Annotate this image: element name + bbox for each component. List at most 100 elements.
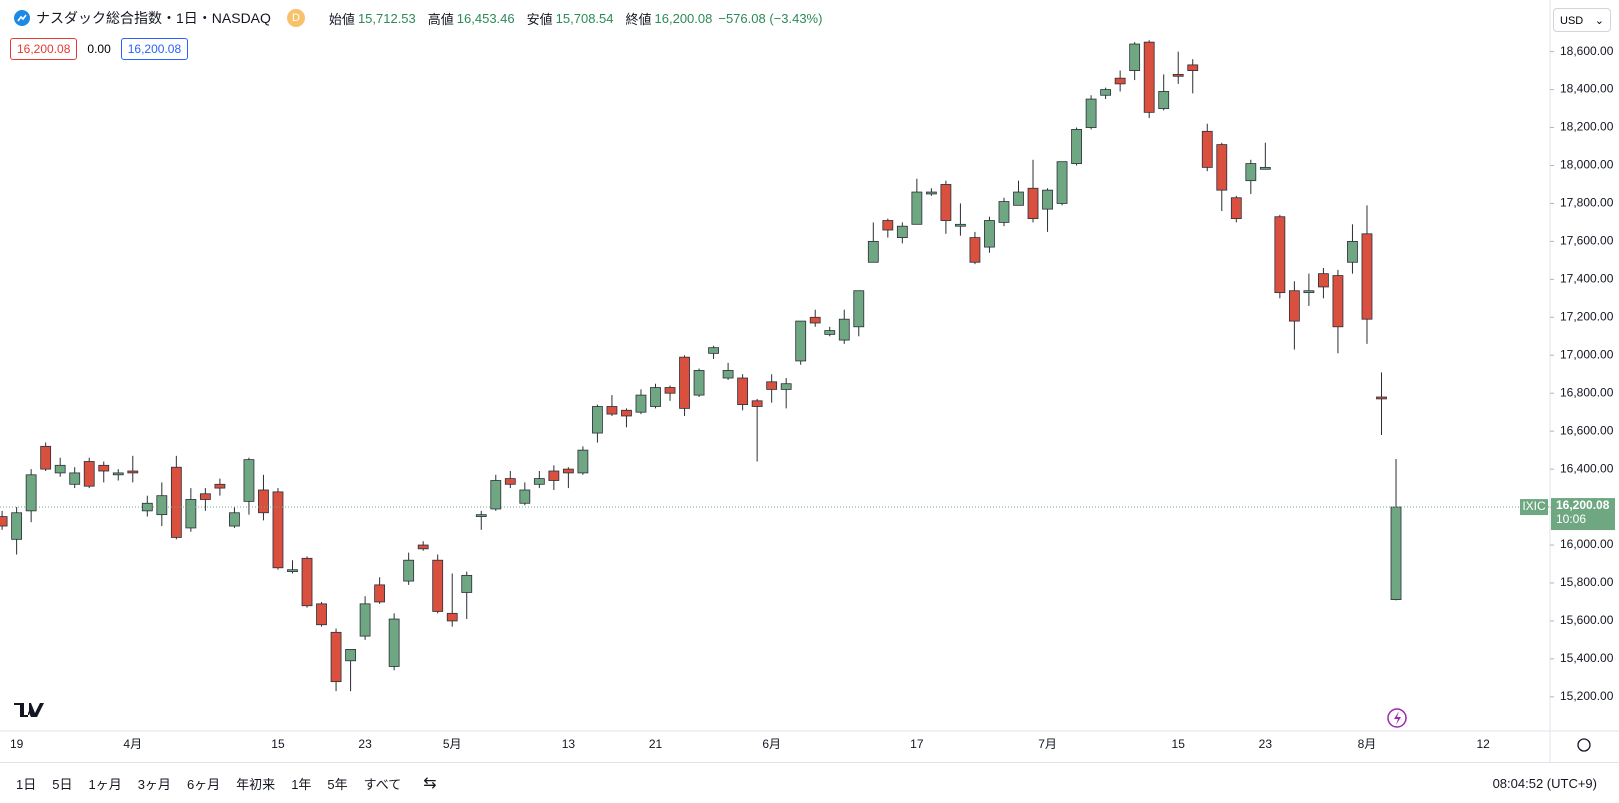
candle-body [766,381,778,390]
candle-body [955,223,966,227]
goto-date[interactable]: ⇆ [423,775,437,792]
candle-body [867,240,879,263]
candle-body [969,237,981,263]
candle-body [1230,197,1242,220]
x-tick-label: 23 [1259,737,1273,751]
candle-body [1129,43,1141,71]
ohlc-value: 16,453.46 [456,10,515,26]
x-tick-label: 13 [562,737,576,751]
candle-body [127,470,139,474]
x-tick-label: 8月 [1358,737,1377,751]
ohlc-value: 15,708.54 [555,10,614,26]
candle-body [316,603,327,626]
candle-body [664,387,676,394]
clock: 08:04:52 (UTC+9) [1492,775,1597,791]
x-tick-label: 19 [10,737,24,751]
candle-body [548,470,560,481]
ohlc-label: 終値 [625,11,652,27]
candle-body [11,512,23,540]
y-tick-label: 18,400.00 [1560,82,1614,96]
settings-icon[interactable] [1577,738,1591,752]
candle-body [1288,290,1300,322]
candle-body [737,377,749,405]
range-button[interactable]: 1日 [16,776,37,792]
candle-body [0,516,8,527]
ohlc-label: 安値 [526,11,553,27]
range-button[interactable]: 5年 [327,776,348,792]
candle-body [809,316,821,324]
y-tick-label: 17,800.00 [1560,196,1614,210]
range-button[interactable]: 1ヶ月 [88,776,122,792]
event-icon[interactable] [1387,708,1407,728]
candle-body [998,201,1010,223]
range-buttons: 1日 5日 1ヶ月 3ヶ月 6ヶ月 年初来 1年 5年 すべて [0,774,401,793]
candle-body [838,318,850,341]
candle-body [185,499,197,529]
x-tick-label: 15 [1172,737,1186,751]
candle-body [780,383,792,390]
candle-body [1071,129,1082,164]
y-tick-label: 15,800.00 [1560,575,1614,589]
candle-body [824,330,836,335]
event-icon-bolt [1394,711,1401,725]
candle-body [504,478,516,485]
candle-body [199,493,211,500]
candle-body [83,461,95,487]
ask[interactable]: 16,200.08 [120,38,189,60]
candle-body [751,400,763,407]
candle-body [925,191,937,195]
candle-body [1259,166,1271,170]
candle-body [577,449,589,474]
candle-body [533,478,545,485]
range-button[interactable]: 5日 [52,776,73,792]
bid[interactable]: 16,200.08 [10,38,78,60]
candle-body [25,474,37,512]
candle-body [374,584,386,603]
candle-body [1245,163,1257,182]
candle-body [592,406,603,434]
range-button[interactable]: 3ヶ月 [137,776,171,792]
x-tick-label: 6月 [762,737,781,751]
ohlc-label: 始値 [328,11,355,27]
candle-body [243,459,255,502]
range-button[interactable]: 1年 [291,776,312,792]
logo [14,703,44,717]
quote-row: 16,200.08 0.00 16,200.08 [10,38,189,60]
candle-body [1201,130,1213,168]
x-tick-label: 4月 [123,737,142,751]
countdown: 10:06 [1556,512,1586,526]
price-tag: 16,200.08 [1556,498,1610,512]
toolbar: 1日 5日 1ヶ月 3ヶ月 6ヶ月 年初来 1年 5年 すべて ⇆ 08:04:52 (UTC+… [0,762,1619,803]
candle-body [562,468,574,474]
candle-body [1042,189,1053,210]
symbol-title: ナスダック総合指数・1日・NASDAQ [36,10,271,26]
candle-body [301,557,313,607]
candle-body [1361,233,1373,320]
candle-body [403,559,415,582]
candle-body [519,489,531,504]
range-button[interactable]: 6ヶ月 [186,776,221,792]
candle-body [693,370,705,396]
candle-body [911,191,923,225]
change: −576.08 (−3.43%) [718,10,823,26]
candle-body [229,512,240,527]
candle-body [40,445,52,470]
candle-body [1274,216,1286,294]
y-tick-label: 17,000.00 [1560,347,1614,361]
candle-body [853,290,865,328]
candle-body [1318,273,1329,288]
y-tick-label: 16,000.00 [1560,537,1614,551]
candle-body [1390,506,1402,600]
currency-select[interactable]: USD ⌄ [1553,8,1611,32]
candle-body [214,483,226,489]
candle-body [940,184,952,221]
candle-body [984,220,995,248]
range-button[interactable]: 年初来 [236,776,276,792]
x-tick-label: 15 [271,737,285,751]
candle-body [345,648,356,662]
symbol-tag: IXIC [1522,499,1546,513]
range-button[interactable]: すべて [363,776,402,792]
candle-body [795,320,807,362]
legend: ナスダック総合指数・1日・NASDAQ D 始値 15,712.53 高値 16,45… [14,8,822,28]
candle-body [882,220,894,231]
